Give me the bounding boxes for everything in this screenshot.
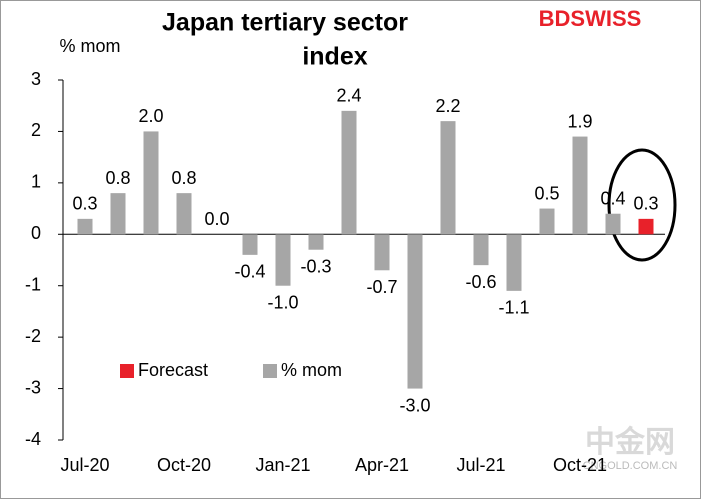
value-label: 0.5 [534, 183, 559, 203]
value-label: -0.7 [366, 277, 397, 297]
y-tick-label: 3 [31, 69, 41, 89]
bar [110, 193, 126, 235]
highlight-circle [607, 148, 677, 262]
watermark-sub: CNGOLD.COM.CN [583, 460, 678, 472]
value-label: 1.9 [567, 111, 592, 131]
legend-swatch [263, 364, 277, 378]
value-label: 0.0 [204, 209, 229, 229]
value-label: 0.4 [600, 188, 625, 208]
logo: BDSWISS [539, 6, 642, 31]
y-tick-label: -1 [25, 274, 41, 294]
x-tick-label: Oct-21 [553, 455, 607, 475]
bar [440, 121, 456, 235]
y-tick-label: 1 [31, 172, 41, 192]
bar [308, 234, 324, 250]
x-tick-label: Apr-21 [355, 455, 409, 475]
value-label: 0.8 [105, 168, 130, 188]
bar [473, 234, 489, 266]
chart-title: Japan tertiary sector [162, 9, 408, 37]
bar [374, 234, 390, 271]
y-tick-label: 2 [31, 120, 41, 140]
watermark: 中金网 [585, 425, 675, 459]
bar [638, 218, 654, 235]
value-label: -0.6 [465, 272, 496, 292]
bar [242, 234, 258, 255]
bar [143, 131, 159, 235]
value-label: -0.4 [234, 262, 265, 282]
value-label: 0.8 [171, 168, 196, 188]
value-label: -3.0 [399, 395, 430, 415]
bar [506, 234, 522, 291]
y-tick-label: 0 [31, 223, 41, 243]
bar [605, 213, 621, 235]
legend-swatch [120, 364, 134, 378]
value-label: -0.3 [300, 256, 331, 276]
y-tick-label: -4 [25, 429, 41, 449]
value-label: 0.3 [72, 194, 97, 214]
bar [539, 208, 555, 235]
value-label: 2.2 [435, 96, 460, 116]
legend-label: Forecast [138, 360, 208, 380]
value-label: 2.4 [336, 86, 361, 106]
y-tick-label: -3 [25, 377, 41, 397]
x-tick-label: Jul-20 [60, 455, 109, 475]
chart-title: index [302, 43, 367, 71]
x-tick-label: Oct-20 [157, 455, 211, 475]
bar [77, 218, 93, 235]
bar [275, 234, 291, 286]
bar [341, 110, 357, 235]
value-label: 0.3 [633, 194, 658, 214]
bar [407, 234, 423, 389]
x-tick-label: Jan-21 [255, 455, 310, 475]
x-tick-label: Jul-21 [456, 455, 505, 475]
y-tick-label: -2 [25, 326, 41, 346]
legend-label: % mom [281, 360, 342, 380]
value-label: -1.1 [498, 298, 529, 318]
y-axis-label: % mom [59, 36, 120, 56]
value-label: -1.0 [267, 292, 298, 312]
bar [176, 193, 192, 235]
bar [572, 136, 588, 235]
value-label: 2.0 [138, 106, 163, 126]
